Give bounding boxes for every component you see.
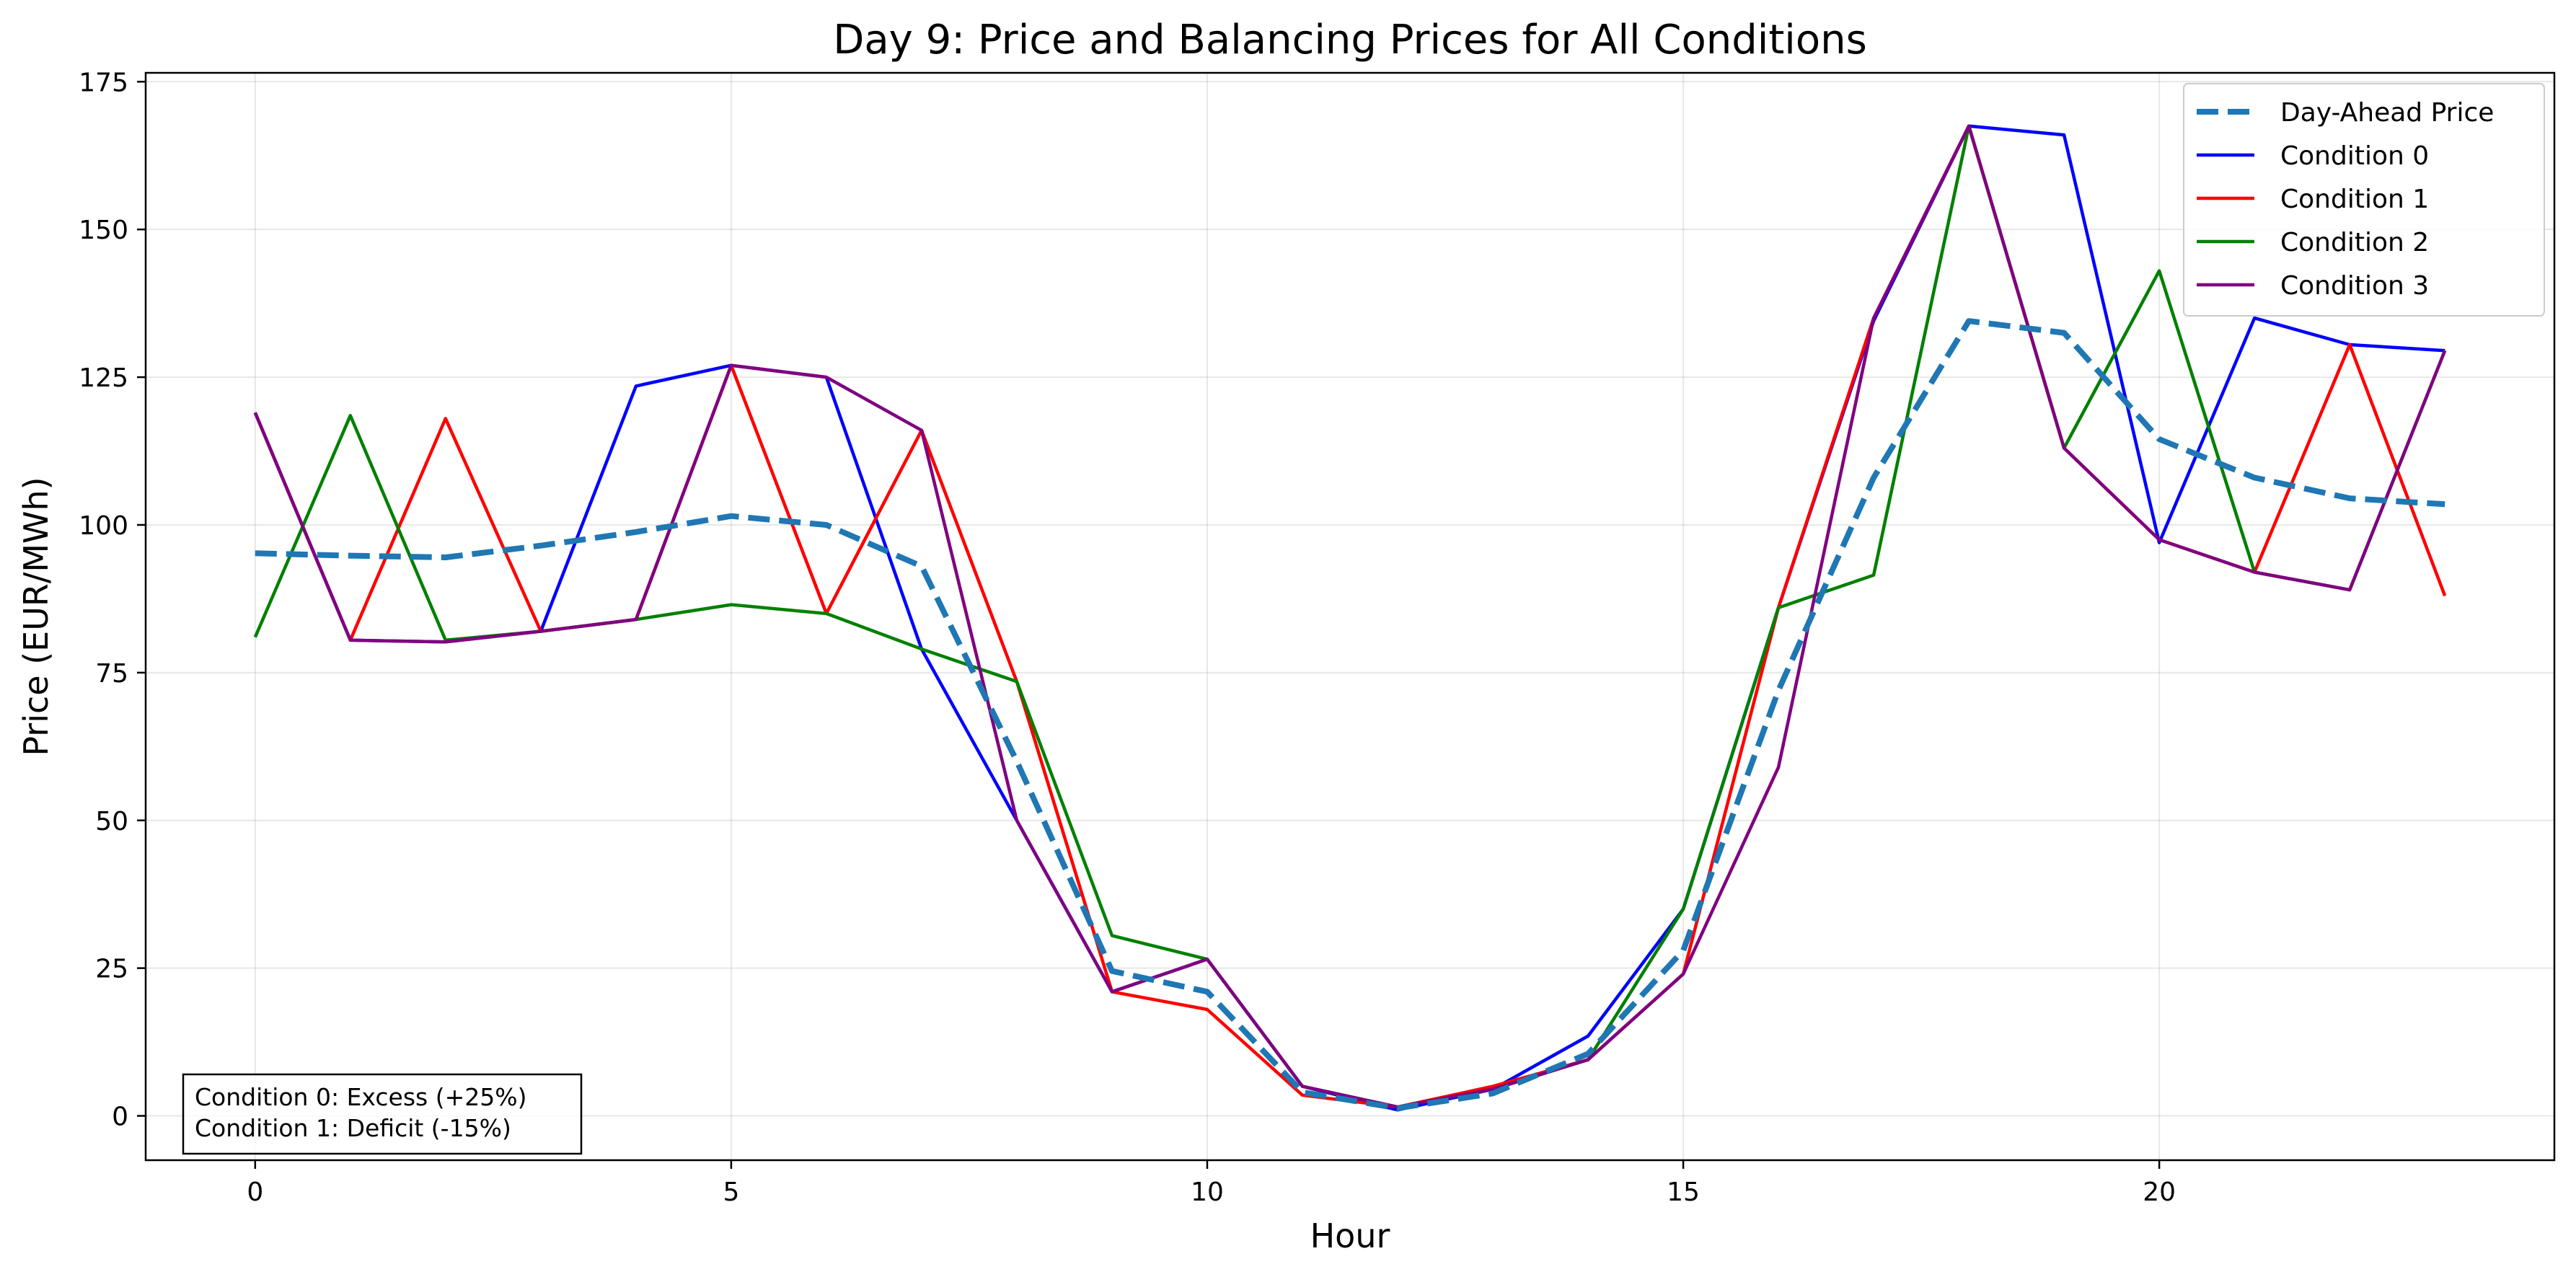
plot-frame [144,71,2556,1162]
y-tick-label-100: 100 [79,511,128,541]
annotation-line-0: Condition 0: Excess (+25%) [195,1083,526,1111]
legend-label-condition-1: Condition 1 [2280,185,2429,214]
series-lines [253,124,2447,1112]
legend-label-condition-3: Condition 3 [2280,271,2429,301]
x-tick-label-0: 0 [247,1177,263,1207]
x-tick-label-20: 20 [2143,1177,2176,1207]
y-tick-label-150: 150 [79,216,128,245]
y-tick-label-50: 50 [95,807,128,836]
series-line-condition-3 [253,124,2447,1109]
legend: Day-Ahead Price Condition 0 Condition 1 Con… [2183,83,2545,317]
annotation-line-1: Condition 1: Deficit (-15%) [195,1114,511,1142]
legend-label-condition-0: Condition 0 [2280,141,2429,171]
axis-ticks: 0 5 10 15 20 0 25 50 75 100 125 150 175 [79,68,2176,1207]
annotation-box: Condition 0: Excess (+25%) Condition 1: … [182,1073,583,1155]
x-tick-label-5: 5 [723,1177,739,1207]
legend-label-condition-2: Condition 2 [2280,228,2429,257]
grid-lines [146,73,2554,1160]
y-tick-label-75: 75 [95,659,128,689]
x-tick-label-10: 10 [1191,1177,1224,1207]
legend-label-day-ahead-price: Day-Ahead Price [2280,98,2494,128]
y-tick-label-175: 175 [79,68,128,97]
series-line-day-ahead-price [255,318,2445,1111]
y-tick-label-125: 125 [79,363,128,393]
annotation-frame [182,1073,583,1155]
x-tick-label-15: 15 [1667,1177,1700,1207]
y-axis-label: Price (EUR/MWh) [17,477,56,756]
legend-box [2183,83,2545,317]
y-tick-label-25: 25 [95,955,128,984]
y-tick-label-0: 0 [112,1103,128,1132]
x-axis-label: Hour [1310,1216,1390,1255]
chart-title: Day 9: Price and Balancing Prices for Al… [833,17,1867,63]
